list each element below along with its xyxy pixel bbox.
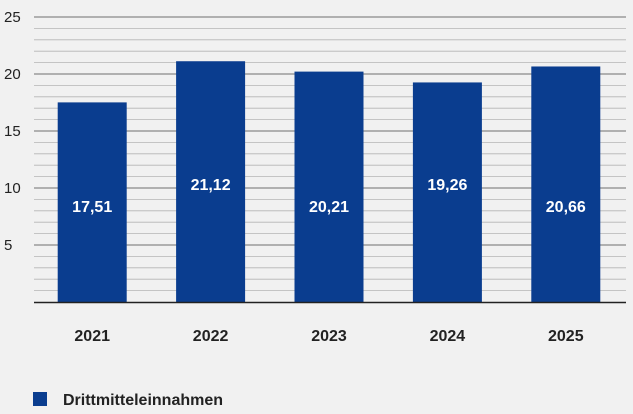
x-tick-label-2022: 2022 [193,328,229,345]
y-tick-label: 20 [4,66,21,83]
y-tick-label: 25 [4,9,21,26]
y-tick-label: 15 [4,123,21,140]
bar-2022 [176,61,246,303]
data-label-2021: 17,51 [72,199,112,216]
x-tick-label-2024: 2024 [430,328,466,345]
bar-2024 [412,82,482,302]
legend: Drittmitteleinnahmen [33,392,223,409]
data-label-2022: 21,12 [191,177,231,194]
y-axis-ticks: 5 10 15 20 25 [4,9,21,254]
x-tick-label-2021: 2021 [74,328,110,345]
x-tick-label-2025: 2025 [548,328,584,345]
bar-2025 [531,66,601,302]
data-label-2023: 20,21 [309,199,349,216]
x-tick-label-2023: 2023 [311,328,347,345]
x-axis-ticks: 2021 2022 2023 2024 2025 [74,328,583,345]
data-label-2025: 20,66 [546,199,586,216]
bar-2023 [294,71,364,302]
bar-2021 [57,102,127,302]
legend-label: Drittmitteleinnahmen [63,392,223,409]
bars [57,61,601,303]
y-tick-label: 5 [4,237,12,254]
data-label-2024: 19,26 [427,177,467,194]
y-tick-label: 10 [4,180,21,197]
legend-swatch [33,392,47,406]
data-labels: 17,51 21,12 20,21 19,26 20,66 [72,177,586,216]
